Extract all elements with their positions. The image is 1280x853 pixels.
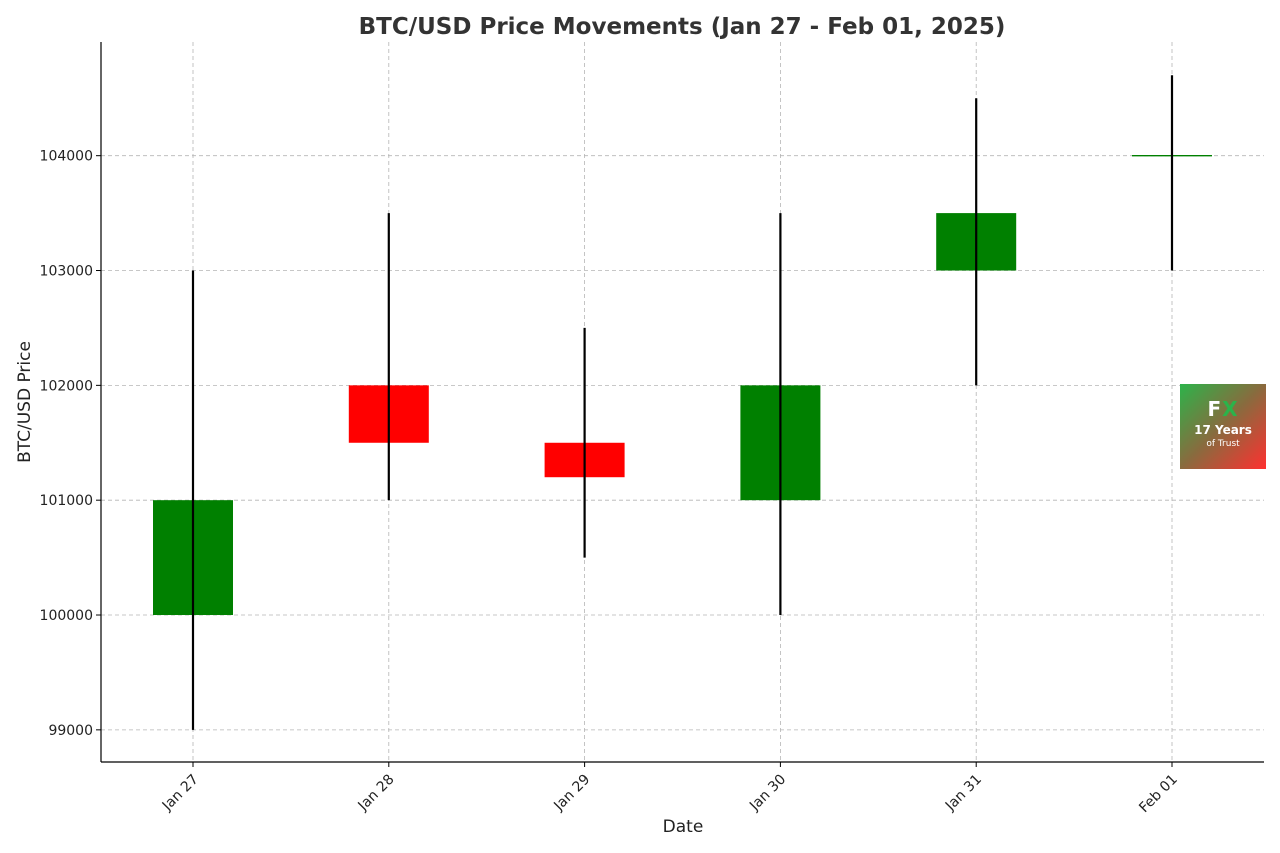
fx-years-text: 17 Years	[1194, 423, 1252, 437]
axis-layer	[100, 42, 1264, 763]
y-tick-label: 99000	[48, 723, 93, 739]
y-tick-label: 100000	[40, 608, 93, 624]
x-tick-label: Jan 31	[942, 772, 985, 815]
y-tick-label: 101000	[40, 493, 93, 509]
fx-trust-text: of Trust	[1206, 439, 1240, 449]
candle-layer	[153, 75, 1212, 730]
fx-logo: FX	[1207, 397, 1239, 421]
x-tick-label: Jan 28	[355, 772, 398, 815]
x-tick-label: Jan 27	[159, 772, 202, 815]
y-tick-label: 104000	[40, 149, 93, 165]
x-axis-label: Date	[663, 817, 704, 837]
chart-title: BTC/USD Price Movements (Jan 27 - Feb 01…	[359, 14, 1006, 40]
fx-watermark-badge: FX 17 Years of Trust	[1180, 384, 1266, 469]
y-axis-label: BTC/USD Price	[15, 341, 35, 463]
y-tick-label: 102000	[40, 378, 93, 394]
grid-layer	[101, 42, 1264, 762]
y-tick-label: 103000	[40, 264, 93, 280]
x-tick-label: Jan 30	[746, 772, 789, 815]
x-tick-label: Jan 29	[550, 772, 593, 815]
x-tick-label: Feb 01	[1136, 772, 1181, 817]
